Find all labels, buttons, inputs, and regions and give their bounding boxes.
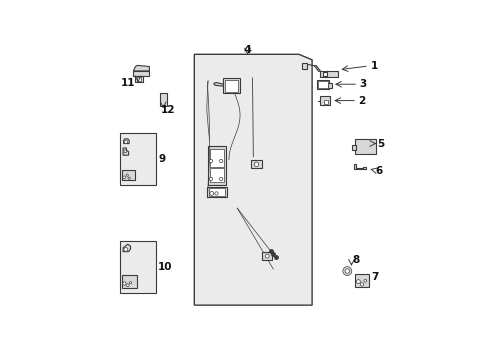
Circle shape [345,269,349,273]
Bar [210,149,224,167]
Bar [133,71,149,76]
Circle shape [123,176,125,179]
Bar [262,252,272,260]
Polygon shape [354,164,365,169]
Text: 12: 12 [161,105,175,115]
Text: 3: 3 [359,79,367,89]
Circle shape [210,192,214,195]
Bar [251,160,262,168]
Bar [209,188,225,196]
Circle shape [360,283,364,286]
Bar [160,93,167,105]
Circle shape [124,150,126,153]
Circle shape [123,282,126,285]
Text: 9: 9 [158,154,166,164]
Text: 7: 7 [371,273,378,283]
Circle shape [254,162,259,167]
Bar [135,76,143,82]
Circle shape [356,280,360,284]
Polygon shape [123,244,130,252]
Bar [122,275,138,288]
Circle shape [209,177,213,181]
Polygon shape [214,82,223,86]
Circle shape [129,282,132,284]
Bar [120,242,156,293]
Bar [302,63,307,69]
Circle shape [364,279,367,282]
Bar [318,81,328,87]
Circle shape [209,159,213,163]
Circle shape [343,267,352,275]
Bar [320,71,338,77]
Polygon shape [133,66,149,71]
Bar [322,72,326,76]
Bar [210,168,224,183]
Text: 6: 6 [375,166,383,176]
Bar [352,145,356,150]
Bar [364,167,366,169]
Bar [324,100,328,104]
Bar [225,80,238,92]
Bar [317,80,329,89]
Polygon shape [123,139,129,144]
Text: 11: 11 [121,78,135,88]
Bar [208,146,226,185]
Polygon shape [123,148,128,155]
Text: 8: 8 [352,255,360,265]
Circle shape [124,140,127,144]
Circle shape [126,284,129,287]
Circle shape [124,247,128,251]
Circle shape [126,174,128,176]
Bar [320,96,330,105]
Text: 5: 5 [377,139,384,149]
Polygon shape [314,66,320,72]
Text: 4: 4 [244,45,251,55]
Bar [355,274,369,287]
Text: 2: 2 [358,96,366,105]
Bar [137,77,141,81]
Bar [328,82,332,87]
Circle shape [215,192,218,195]
Bar [355,139,376,154]
Circle shape [265,254,269,258]
Bar [122,170,135,180]
Bar [223,78,240,93]
Bar [120,133,156,185]
Bar [207,186,227,197]
Circle shape [220,177,223,181]
Circle shape [128,177,130,179]
Text: 10: 10 [158,262,173,272]
Circle shape [220,159,223,163]
Text: 1: 1 [370,61,378,71]
Polygon shape [195,54,312,305]
